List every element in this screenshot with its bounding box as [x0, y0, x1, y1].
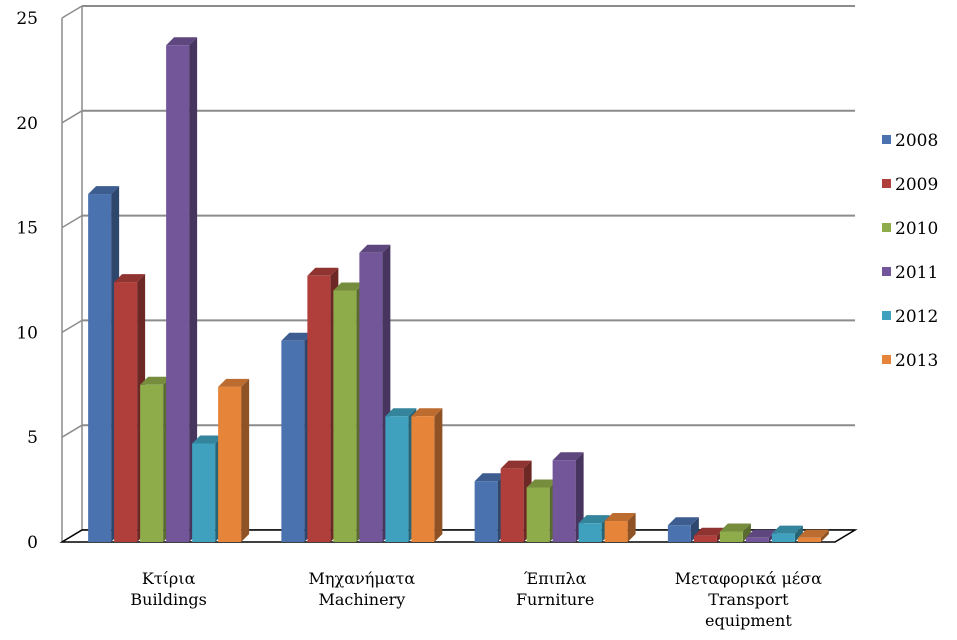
y-tick-label: 0 — [27, 533, 38, 553]
category-label: Machinery — [318, 590, 405, 609]
bar — [667, 517, 699, 542]
legend-label: 2012 — [895, 307, 938, 327]
y-tick-label: 5 — [27, 428, 38, 448]
y-axis-ticks: 0 5 10 15 20 25 — [16, 9, 38, 553]
legend-label: 2008 — [895, 131, 938, 151]
bar — [218, 378, 250, 542]
bar — [771, 525, 803, 542]
legend-swatch — [882, 179, 891, 188]
y-tick-label: 15 — [16, 219, 38, 239]
legend-swatch — [882, 267, 891, 276]
category-label: Furniture — [516, 590, 594, 609]
gridline-connector — [61, 214, 83, 229]
floor — [59, 529, 858, 543]
bar — [797, 529, 829, 542]
bars — [88, 37, 829, 543]
legend-label: 2010 — [895, 219, 938, 239]
bar — [719, 523, 751, 542]
legend-label: 2013 — [895, 351, 938, 371]
gridline-connector — [61, 424, 83, 438]
legend-swatch — [882, 311, 891, 320]
x-axis-categories: Κτίρια Buildings Μηχανήματα Machinery Έπιπλα… — [130, 569, 822, 630]
bar — [411, 408, 443, 542]
legend: 2008 2009 2010 2011 2012 2013 — [882, 131, 938, 371]
category-label: Έπιπλα — [524, 569, 587, 588]
gridline-connector — [61, 110, 83, 124]
gridlines — [61, 5, 855, 543]
category-label: Μηχανήματα — [309, 569, 416, 588]
bar — [552, 452, 584, 542]
gridline-connector — [61, 5, 83, 19]
legend-label: 2009 — [895, 175, 938, 195]
legend-swatch — [882, 135, 891, 144]
category-label: Buildings — [130, 590, 206, 609]
y-tick-label: 20 — [16, 114, 38, 134]
gridline-connector — [61, 319, 83, 334]
legend-swatch — [882, 355, 891, 364]
y-tick-label: 10 — [16, 323, 38, 343]
legend-label: 2011 — [895, 263, 938, 283]
category-label: Κτίρια — [142, 569, 196, 588]
category-label: Transport — [708, 590, 789, 609]
axes — [59, 6, 858, 543]
bar — [604, 513, 636, 542]
category-label: Μεταφορικά μέσα — [675, 569, 822, 588]
bar — [166, 37, 198, 543]
category-label: equipment — [705, 611, 792, 630]
y-tick-label: 25 — [16, 9, 38, 29]
legend-swatch — [882, 223, 891, 232]
